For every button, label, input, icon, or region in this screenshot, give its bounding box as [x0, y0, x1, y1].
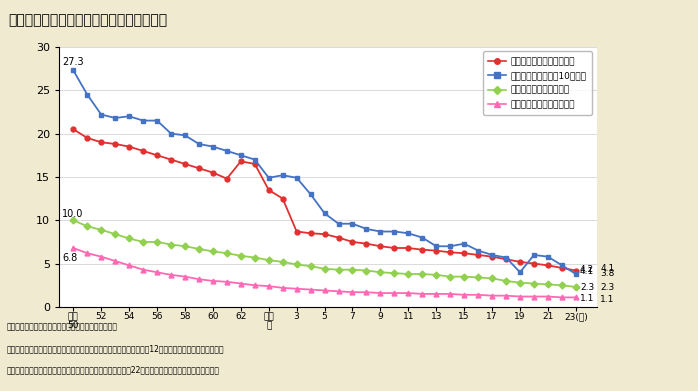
- Text: 1.1: 1.1: [600, 295, 615, 304]
- Text: 第１－６－１図　母子保健関係指標の推移: 第１－６－１図 母子保健関係指標の推移: [8, 13, 168, 27]
- Text: 10.0: 10.0: [62, 208, 84, 219]
- Text: ３．周産期死亡率における出産は，出生数に妊娠満22週以後の死産数を加えたものである。: ３．周産期死亡率における出産は，出生数に妊娠満22週以後の死産数を加えたものであ…: [7, 366, 220, 375]
- Text: 2.3: 2.3: [580, 283, 594, 292]
- Text: ２．妊産婦死亡率における出産は，出生数に死産数（妊娠満12週以後）を加えたものである。: ２．妊産婦死亡率における出産は，出生数に死産数（妊娠満12週以後）を加えたもので…: [7, 344, 225, 353]
- Text: （備考）１．厚生労働省「人口動態統計」より作成。: （備考）１．厚生労働省「人口動態統計」より作成。: [7, 323, 118, 332]
- Text: 3.8: 3.8: [600, 269, 615, 278]
- Text: 27.3: 27.3: [62, 57, 84, 67]
- Text: 6.8: 6.8: [62, 253, 77, 263]
- Text: 4.1: 4.1: [580, 267, 594, 276]
- Text: 4.1: 4.1: [600, 264, 614, 273]
- Legend: 周産期死亡率（出産千対）, 妊産婦死亡率（出産10万対）, 乳児死亡率（出生千対）, 新生児死亡率（出生千対）: 周産期死亡率（出産千対）, 妊産婦死亡率（出産10万対）, 乳児死亡率（出生千対…: [483, 52, 593, 115]
- Text: 4.2: 4.2: [580, 265, 594, 274]
- Text: 2.3: 2.3: [600, 283, 614, 292]
- Text: 1.1: 1.1: [580, 294, 595, 303]
